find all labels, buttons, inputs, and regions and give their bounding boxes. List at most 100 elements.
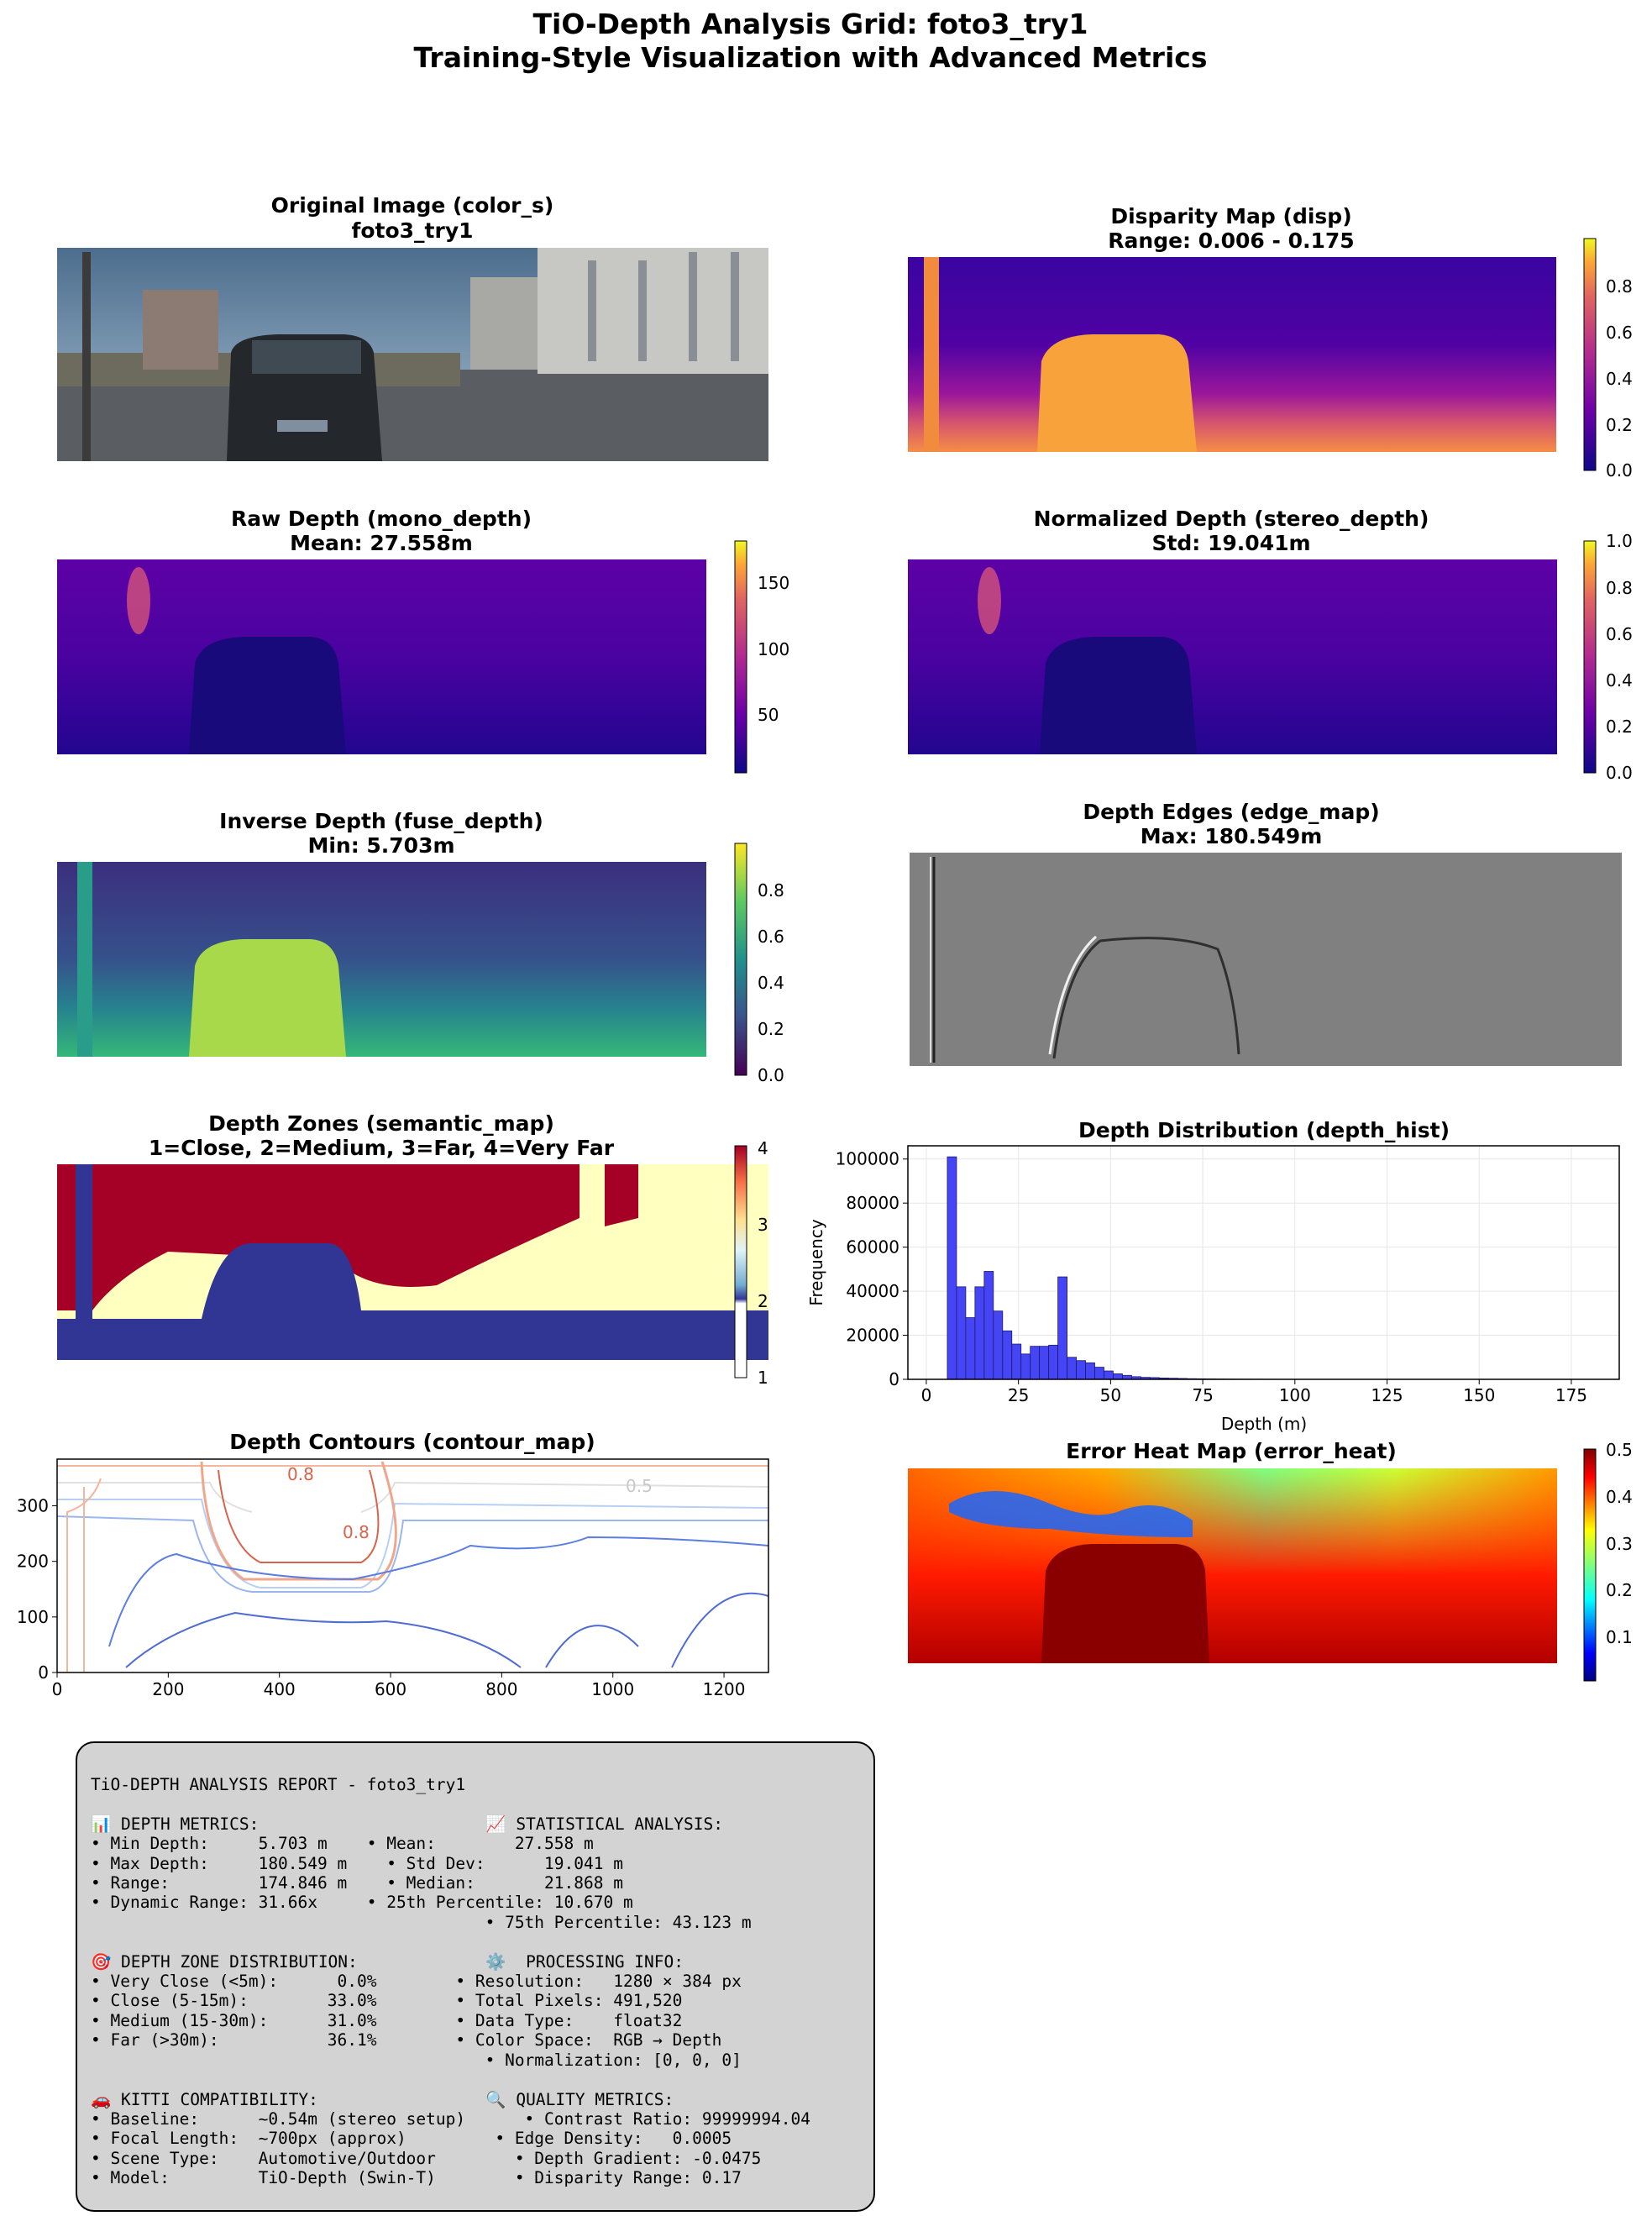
- histogram-bar: [1057, 1276, 1067, 1380]
- report-line: • Focal Length: ~700px (approx) • Edge D…: [91, 2129, 732, 2149]
- zones-title-2: 1=Close, 2=Medium, 3=Far, 4=Very Far: [149, 1136, 615, 1160]
- normalized-depth-image: [908, 559, 1557, 754]
- raw-depth-title-1: Raw Depth (mono_depth): [231, 507, 532, 531]
- inverse-depth-title-2: Min: 5.703m: [307, 833, 454, 858]
- histogram-bar: [1039, 1346, 1050, 1380]
- error-heat-colorbar: [1583, 1448, 1597, 1682]
- raw-depth-title-2: Mean: 27.558m: [290, 531, 473, 555]
- contour-label: 0.8: [287, 1464, 314, 1484]
- inverse-depth-colorbar-ticks: 0.0 0.2 0.4 0.6 0.8: [758, 880, 784, 1085]
- y-tick-label: 200: [17, 1552, 49, 1572]
- y-tick-label: 80000: [846, 1193, 899, 1213]
- normalized-depth-title-1: Normalized Depth (stereo_depth): [1034, 507, 1429, 531]
- colorbar-tick: 0.4: [1606, 369, 1633, 389]
- x-tick-label: 1000: [591, 1679, 634, 1699]
- disparity-image: [908, 257, 1556, 452]
- y-tick-label: 100000: [836, 1149, 899, 1169]
- colorbar-tick: 0.4: [1606, 1487, 1633, 1507]
- zones-title-1: Depth Zones (semantic_map): [208, 1111, 554, 1136]
- histogram-bar: [1020, 1353, 1031, 1380]
- histogram-title: Depth Distribution (depth_hist): [1078, 1118, 1450, 1142]
- contours-ticks: 0 200 400 600 800 1000 1200 0 100 200 300: [17, 1496, 746, 1699]
- colorbar-tick: 50: [758, 705, 779, 725]
- report-line: • Far (>30m): 36.1% • Color Space: RGB →…: [91, 2030, 722, 2051]
- report-line: 🚗 KITTI COMPATIBILITY: 🔍 QUALITY METRICS…: [91, 2089, 674, 2109]
- contours-title: Depth Contours (contour_map): [229, 1430, 595, 1454]
- zones-colorbar-ticks: 1 2 3 4: [758, 1138, 768, 1388]
- colorbar-tick: 0.5: [1606, 1440, 1633, 1460]
- figure-title-line2: Training-Style Visualization with Advanc…: [414, 41, 1208, 74]
- figure-title-line1: TiO-Depth Analysis Grid: foto3_try1: [533, 8, 1088, 40]
- histogram-bar: [974, 1286, 985, 1380]
- colorbar-tick: 0.8: [1606, 578, 1633, 598]
- panel-contours: Depth Contours (contour_map) 0.8 0.5 0.8…: [17, 1430, 769, 1699]
- x-tick-label: 100: [1279, 1385, 1311, 1405]
- y-tick-label: 60000: [846, 1237, 899, 1258]
- histogram-bar: [1094, 1367, 1104, 1380]
- colorbar-tick: 0.6: [1606, 323, 1633, 343]
- report-line: 📊 DEPTH METRICS: 📈 STATISTICAL ANALYSIS:: [91, 1814, 723, 1834]
- analysis-report-box: TiO-DEPTH ANALYSIS REPORT - foto3_try1 📊…: [76, 1741, 875, 2212]
- zones-image: [57, 1164, 768, 1360]
- histogram-bar: [1011, 1343, 1022, 1380]
- histogram-xlabel: Depth (m): [1221, 1414, 1307, 1434]
- panel-error-heat: Error Heat Map (error_heat) 0.1 0.2 0.3 …: [908, 1439, 1633, 1682]
- y-tick-label: 20000: [846, 1326, 899, 1346]
- x-tick-label: 800: [485, 1679, 517, 1699]
- raw-depth-image: [57, 559, 706, 754]
- panel-raw-depth: Raw Depth (mono_depth) Mean: 27.558m 50 …: [57, 507, 789, 774]
- report-line: • Dynamic Range: 31.66x • 25th Percentil…: [91, 1893, 633, 1913]
- zones-colorbar: [734, 1145, 747, 1378]
- report-line: • Close (5-15m): 33.0% • Total Pixels: 4…: [91, 1991, 683, 2011]
- analysis-report-text: TiO-DEPTH ANALYSIS REPORT - foto3_try1 📊…: [91, 1775, 810, 2188]
- y-tick-label: 100: [17, 1607, 49, 1627]
- colorbar-tick: 2: [758, 1291, 768, 1311]
- histogram-bar: [1002, 1330, 1013, 1380]
- colorbar-tick: 3: [758, 1215, 768, 1235]
- histogram-bar: [1067, 1357, 1077, 1380]
- colorbar-tick: 0.2: [1606, 415, 1633, 435]
- contour-label: 0.5: [626, 1476, 653, 1496]
- disparity-colorbar: [1583, 238, 1597, 471]
- histogram-bar: [1076, 1360, 1086, 1380]
- report-line: • Min Depth: 5.703 m • Mean: 27.558 m: [91, 1834, 594, 1854]
- report-line: • Normalization: [0, 0, 0]: [91, 2050, 742, 2070]
- panel-depth-zones: Depth Zones (semantic_map) 1=Close, 2=Me…: [57, 1111, 768, 1388]
- report-title: TiO-DEPTH ANALYSIS REPORT - foto3_try1: [91, 1775, 466, 1794]
- panel-depth-edges: Depth Edges (edge_map) Max: 180.549m: [910, 800, 1622, 1066]
- inverse-depth-title-1: Inverse Depth (fuse_depth): [219, 809, 543, 833]
- report-line: • Range: 174.846 m • Median: 21.868 m: [91, 1873, 623, 1893]
- colorbar-tick: 0.6: [758, 927, 784, 947]
- street-photo: [57, 248, 768, 461]
- edges-title-1: Depth Edges (edge_map): [1083, 800, 1379, 824]
- colorbar-tick: 0.6: [1606, 624, 1633, 644]
- x-tick-label: 200: [152, 1679, 184, 1699]
- histogram-bar: [1113, 1373, 1123, 1380]
- x-tick-label: 1200: [703, 1679, 746, 1699]
- panel-disparity: Disparity Map (disp) Range: 0.006 - 0.17…: [908, 204, 1633, 480]
- x-tick-label: 50: [1100, 1385, 1121, 1405]
- y-tick-label: 300: [17, 1496, 49, 1516]
- x-tick-label: 25: [1008, 1385, 1029, 1405]
- colorbar-tick: 0.2: [758, 1019, 784, 1039]
- x-tick-label: 150: [1463, 1385, 1495, 1405]
- colorbar-tick: 0.2: [1606, 717, 1633, 737]
- x-tick-label: 400: [264, 1679, 296, 1699]
- colorbar-tick: 0.1: [1606, 1627, 1633, 1647]
- report-line: • Medium (15-30m): 31.0% • Data Type: fl…: [91, 2010, 683, 2030]
- histogram-bar: [983, 1271, 994, 1380]
- report-line: • 75th Percentile: 43.123 m: [91, 1912, 752, 1932]
- colorbar-tick: 100: [758, 639, 789, 659]
- colorbar-tick: 0.8: [1606, 276, 1633, 297]
- panel-inverse-depth: Inverse Depth (fuse_depth) Min: 5.703m 0…: [57, 809, 784, 1085]
- original-title-1: Original Image (color_s): [271, 193, 554, 218]
- report-line: • Model: TiO-Depth (Swin-T) • Disparity …: [91, 2168, 742, 2188]
- original-title-2: foto3_try1: [351, 218, 473, 243]
- histogram-ylabel: Frequency: [806, 1219, 826, 1305]
- report-line: • Very Close (<5m): 0.0% • Resolution: 1…: [91, 1972, 742, 1992]
- y-tick-label: 40000: [846, 1281, 899, 1301]
- x-tick-label: 600: [375, 1679, 406, 1699]
- disparity-title-1: Disparity Map (disp): [1110, 204, 1351, 228]
- colorbar-tick: 0.8: [758, 880, 784, 901]
